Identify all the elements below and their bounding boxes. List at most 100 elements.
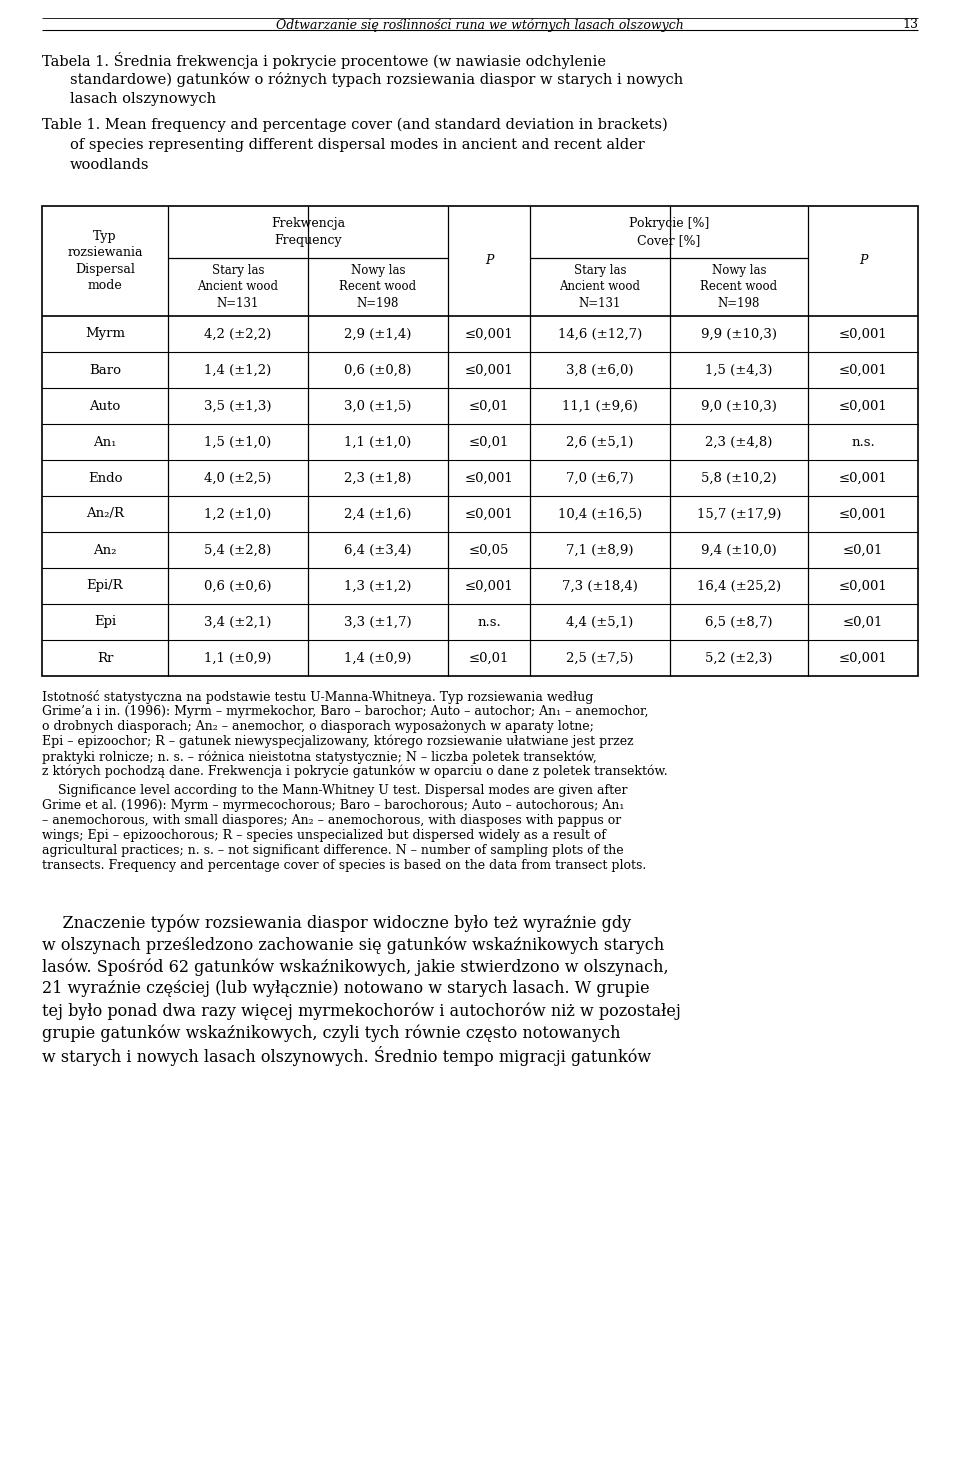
Text: 9,9 (±10,3): 9,9 (±10,3) [701, 328, 777, 341]
Text: 3,3 (±1,7): 3,3 (±1,7) [345, 615, 412, 629]
Text: 1,4 (±1,2): 1,4 (±1,2) [204, 363, 272, 376]
Text: Epi – epizoochor; R – gatunek niewyspecjalizowany, którego rozsiewanie ułatwiane: Epi – epizoochor; R – gatunek niewyspecj… [42, 735, 634, 748]
Text: 4,2 (±2,2): 4,2 (±2,2) [204, 328, 272, 341]
Text: 2,6 (±5,1): 2,6 (±5,1) [566, 435, 634, 449]
Text: Nowy las
Recent wood
N=198: Nowy las Recent wood N=198 [340, 264, 417, 310]
Text: ≤0,01: ≤0,01 [468, 651, 509, 664]
Text: 11,1 (±9,6): 11,1 (±9,6) [562, 400, 638, 412]
Text: 1,1 (±1,0): 1,1 (±1,0) [345, 435, 412, 449]
Text: – anemochorous, with small diaspores; An₂ – anemochorous, with diasposes with pa: – anemochorous, with small diaspores; An… [42, 813, 621, 827]
Text: 0,6 (±0,6): 0,6 (±0,6) [204, 580, 272, 592]
Text: ≤0,001: ≤0,001 [839, 651, 887, 664]
Text: Znaczenie typów rozsiewania diaspor widoczne było też wyraźnie gdy: Znaczenie typów rozsiewania diaspor wido… [42, 914, 631, 931]
Text: Significance level according to the Mann-Whitney U test. Dispersal modes are giv: Significance level according to the Mann… [42, 784, 628, 797]
Text: ≤0,001: ≤0,001 [839, 328, 887, 341]
Text: tej było ponad dwa razy więcej myrmekochorów i autochorów niż w pozostałej: tej było ponad dwa razy więcej myrmekoch… [42, 1002, 681, 1020]
Bar [42, 207, 918, 676]
Text: Epi/R: Epi/R [86, 580, 123, 592]
Text: 9,4 (±10,0): 9,4 (±10,0) [701, 543, 777, 556]
Text: Rr: Rr [97, 651, 113, 664]
Text: lasach olszynowych: lasach olszynowych [70, 92, 216, 106]
Text: 14,6 (±12,7): 14,6 (±12,7) [558, 328, 642, 341]
Text: 3,8 (±6,0): 3,8 (±6,0) [566, 363, 634, 376]
Text: lasów. Spośród 62 gatunków wskaźnikowych, jakie stwierdzono w olszynach,: lasów. Spośród 62 gatunków wskaźnikowych… [42, 958, 668, 976]
Text: 6,5 (±8,7): 6,5 (±8,7) [706, 615, 773, 629]
Text: Stary las
Ancient wood
N=131: Stary las Ancient wood N=131 [560, 264, 640, 310]
Text: ≤0,001: ≤0,001 [839, 400, 887, 412]
Text: 2,3 (±1,8): 2,3 (±1,8) [345, 471, 412, 484]
Text: ≤0,001: ≤0,001 [465, 580, 514, 592]
Text: Typ
rozsiewania
Dispersal
mode: Typ rozsiewania Dispersal mode [67, 230, 143, 292]
Text: 7,0 (±6,7): 7,0 (±6,7) [566, 471, 634, 484]
Text: ≤0,001: ≤0,001 [839, 508, 887, 521]
Text: standardowe) gatunków o różnych typach rozsiewania diaspor w starych i nowych: standardowe) gatunków o różnych typach r… [70, 72, 684, 87]
Text: 3,0 (±1,5): 3,0 (±1,5) [345, 400, 412, 412]
Text: 1,5 (±4,3): 1,5 (±4,3) [706, 363, 773, 376]
Text: 6,4 (±3,4): 6,4 (±3,4) [345, 543, 412, 556]
Text: wings; Epi – epizoochorous; R – species unspecialized but dispersed widely as a : wings; Epi – epizoochorous; R – species … [42, 830, 606, 841]
Text: ≤0,01: ≤0,01 [843, 543, 883, 556]
Text: w starych i nowych lasach olszynowych. Średnio tempo migracji gatunków: w starych i nowych lasach olszynowych. Ś… [42, 1046, 651, 1066]
Text: 10,4 (±16,5): 10,4 (±16,5) [558, 508, 642, 521]
Text: transects. Frequency and percentage cover of species is based on the data from t: transects. Frequency and percentage cove… [42, 859, 646, 872]
Text: 9,0 (±10,3): 9,0 (±10,3) [701, 400, 777, 412]
Text: Baro: Baro [89, 363, 121, 376]
Text: n.s.: n.s. [477, 615, 501, 629]
Text: Nowy las
Recent wood
N=198: Nowy las Recent wood N=198 [701, 264, 778, 310]
Text: Table 1. Mean frequency and percentage cover (and standard deviation in brackets: Table 1. Mean frequency and percentage c… [42, 118, 668, 133]
Text: 21 wyraźnie częściej (lub wyłącznie) notowano w starych lasach. W grupie: 21 wyraźnie częściej (lub wyłącznie) not… [42, 980, 650, 996]
Text: 1,2 (±1,0): 1,2 (±1,0) [204, 508, 272, 521]
Text: An₁: An₁ [93, 435, 117, 449]
Text: ≤0,05: ≤0,05 [468, 543, 509, 556]
Text: Grime et al. (1996): Myrm – myrmecochorous; Baro – barochorous; Auto – autochoro: Grime et al. (1996): Myrm – myrmecochoro… [42, 799, 624, 812]
Text: 4,4 (±5,1): 4,4 (±5,1) [566, 615, 634, 629]
Text: Frekwencja
Frequency: Frekwencja Frequency [271, 217, 345, 246]
Text: Tabela 1. Średnia frekwencja i pokrycie procentowe (w nawiasie odchylenie: Tabela 1. Średnia frekwencja i pokrycie … [42, 52, 606, 69]
Text: 0,6 (±0,8): 0,6 (±0,8) [345, 363, 412, 376]
Text: 2,5 (±7,5): 2,5 (±7,5) [566, 651, 634, 664]
Text: 1,5 (±1,0): 1,5 (±1,0) [204, 435, 272, 449]
Text: 16,4 (±25,2): 16,4 (±25,2) [697, 580, 781, 592]
Text: ≤0,001: ≤0,001 [839, 471, 887, 484]
Text: An₂/R: An₂/R [86, 508, 124, 521]
Text: praktyki rolnicze; n. s. – różnica nieistotna statystycznie; N – liczba poletek : praktyki rolnicze; n. s. – różnica nieis… [42, 750, 597, 763]
Text: o drobnych diasporach; An₂ – anemochor, o diasporach wyposażonych w aparaty lotn: o drobnych diasporach; An₂ – anemochor, … [42, 720, 594, 734]
Text: P: P [859, 254, 867, 267]
Text: of species representing different dispersal modes in ancient and recent alder: of species representing different disper… [70, 137, 645, 152]
Text: grupie gatunków wskaźnikowych, czyli tych równie często notowanych: grupie gatunków wskaźnikowych, czyli tyc… [42, 1024, 620, 1042]
Text: ≤0,001: ≤0,001 [465, 363, 514, 376]
Text: 5,8 (±10,2): 5,8 (±10,2) [701, 471, 777, 484]
Text: w olszynach prześledzono zachowanie się gatunków wskaźnikowych starych: w olszynach prześledzono zachowanie się … [42, 936, 664, 953]
Text: 5,4 (±2,8): 5,4 (±2,8) [204, 543, 272, 556]
Text: 2,4 (±1,6): 2,4 (±1,6) [345, 508, 412, 521]
Text: woodlands: woodlands [70, 158, 150, 173]
Text: ≤0,001: ≤0,001 [465, 471, 514, 484]
Text: 15,7 (±17,9): 15,7 (±17,9) [697, 508, 781, 521]
Text: 4,0 (±2,5): 4,0 (±2,5) [204, 471, 272, 484]
Text: ≤0,001: ≤0,001 [465, 328, 514, 341]
Text: Odtwarzanie się roślinności runa we wtórnych lasach olszowych: Odtwarzanie się roślinności runa we wtór… [276, 18, 684, 31]
Text: 1,1 (±0,9): 1,1 (±0,9) [204, 651, 272, 664]
Text: 13: 13 [902, 18, 918, 31]
Text: ≤0,01: ≤0,01 [468, 400, 509, 412]
Text: Auto: Auto [89, 400, 121, 412]
Text: z których pochodzą dane. Frekwencja i pokrycie gatunków w oparciu o dane z polet: z których pochodzą dane. Frekwencja i po… [42, 765, 667, 778]
Text: 2,9 (±1,4): 2,9 (±1,4) [345, 328, 412, 341]
Text: 1,3 (±1,2): 1,3 (±1,2) [345, 580, 412, 592]
Text: Epi: Epi [94, 615, 116, 629]
Text: Istotność statystyczna na podstawie testu U-Manna-Whitneya. Typ rozsiewania wedł: Istotność statystyczna na podstawie test… [42, 689, 593, 704]
Text: ≤0,001: ≤0,001 [465, 508, 514, 521]
Text: ≤0,01: ≤0,01 [843, 615, 883, 629]
Text: Myrm: Myrm [85, 328, 125, 341]
Text: ≤0,001: ≤0,001 [839, 580, 887, 592]
Text: P: P [485, 254, 493, 267]
Text: n.s.: n.s. [852, 435, 875, 449]
Text: 7,3 (±18,4): 7,3 (±18,4) [562, 580, 638, 592]
Text: 2,3 (±4,8): 2,3 (±4,8) [706, 435, 773, 449]
Text: 3,5 (±1,3): 3,5 (±1,3) [204, 400, 272, 412]
Text: 1,4 (±0,9): 1,4 (±0,9) [345, 651, 412, 664]
Text: Grime’a i in. (1996): Myrm – myrmekochor, Baro – barochor; Auto – autochor; An₁ : Grime’a i in. (1996): Myrm – myrmekochor… [42, 706, 649, 717]
Text: 7,1 (±8,9): 7,1 (±8,9) [566, 543, 634, 556]
Text: An₂: An₂ [93, 543, 117, 556]
Text: agricultural practices; n. s. – not significant difference. N – number of sampli: agricultural practices; n. s. – not sign… [42, 844, 624, 858]
